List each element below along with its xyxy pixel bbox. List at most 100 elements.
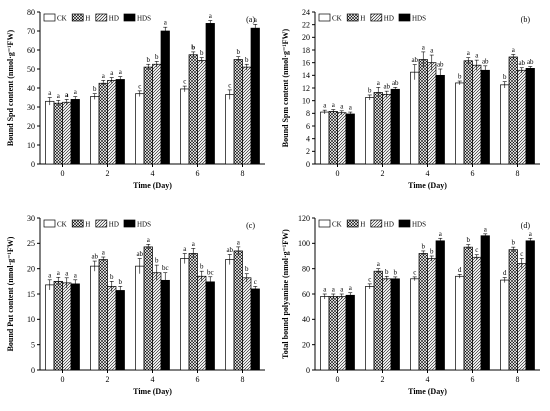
legend-label-hd: HD (384, 221, 394, 229)
bar-hd-day-0 (337, 296, 347, 371)
significance-letter: a (102, 72, 106, 80)
significance-letter: a (237, 238, 241, 246)
significance-letter: bc (207, 268, 214, 276)
significance-letter: a (74, 271, 78, 279)
x-tick-label: 0 (336, 169, 340, 178)
significance-letter: a (430, 47, 434, 55)
y-tick-label: 8 (306, 109, 310, 118)
significance-letter: a (323, 102, 327, 110)
significance-letter: b (119, 278, 123, 286)
y-tick-label: 50 (27, 65, 35, 74)
significance-letter: c (254, 278, 257, 286)
significance-letter: b (237, 48, 241, 56)
bar-h-day-6 (188, 253, 198, 371)
x-tick-label: 2 (106, 375, 110, 384)
x-axis-label: Time (Day) (133, 387, 172, 396)
x-tick-label: 2 (381, 169, 385, 178)
bar-ck-day-8 (500, 84, 510, 165)
x-tick-label: 6 (196, 169, 200, 178)
legend-label-hds: HDS (137, 15, 151, 23)
legend-swatch-h (71, 219, 84, 228)
significance-letter: a (57, 269, 61, 277)
y-tick-label: 20 (27, 122, 35, 131)
x-tick-label: 0 (61, 169, 65, 178)
significance-letter: b (200, 49, 204, 57)
significance-letter: a (209, 12, 213, 20)
y-tick-label: 120 (298, 214, 310, 223)
x-tick-label: 6 (196, 375, 200, 384)
y-tick-label: 20 (302, 33, 310, 42)
bar-h-day-0 (53, 102, 63, 165)
bar-h-day-8 (508, 56, 518, 165)
bar-h-day-2 (373, 92, 383, 165)
legend-label-hds: HDS (412, 15, 426, 23)
x-tick-label: 4 (151, 169, 155, 178)
legend-swatch-hd (95, 219, 108, 228)
bar-ck-day-6 (455, 275, 465, 371)
bar-hds-day-6 (205, 281, 215, 371)
x-tick-label: 0 (61, 375, 65, 384)
significance-letter: b (191, 43, 195, 51)
bar-hds-day-4 (160, 279, 170, 371)
bar-ck-day-4 (410, 278, 420, 371)
significance-letter: a (48, 89, 52, 97)
significance-letter: c (183, 78, 186, 86)
bar-hd-day-2 (107, 80, 117, 165)
bar-hds-day-8 (250, 288, 260, 371)
significance-letter: ab (383, 83, 390, 91)
significance-letter: ab (518, 59, 525, 67)
significance-letter: d (503, 269, 507, 277)
significance-letter: a (65, 269, 69, 277)
significance-letter: a (422, 43, 426, 51)
bar-hd-day-8 (517, 263, 527, 371)
significance-letter: b (458, 73, 462, 81)
bar-hd-day-2 (382, 278, 392, 371)
legend: CK H HD HDS (43, 13, 151, 23)
legend-label-hd: HD (109, 221, 119, 229)
bar-ck-day-6 (180, 88, 190, 165)
bar-ck-day-8 (225, 259, 235, 371)
legend-label-hd: HD (109, 15, 119, 23)
significance-letter: b (245, 56, 249, 64)
legend-swatch-hds (398, 13, 411, 22)
significance-letter: c (138, 82, 141, 90)
bar-hd-day-8 (242, 66, 252, 165)
y-tick-label: 80 (302, 264, 310, 273)
significance-letter: b (245, 265, 249, 273)
legend-swatch-h (346, 219, 359, 228)
significance-letter: b (110, 273, 114, 281)
bar-h-day-6 (463, 246, 473, 371)
significance-letter: a (349, 284, 353, 292)
bar-ck-day-2 (90, 96, 100, 165)
legend-label-h: H (85, 15, 90, 23)
x-tick-label: 2 (381, 375, 385, 384)
y-tick-label: 6 (306, 122, 310, 131)
legend-label-ck: CK (332, 15, 342, 23)
bar-hd-day-2 (382, 93, 392, 165)
significance-letter: a (48, 271, 52, 279)
bar-ck-day-2 (90, 265, 100, 371)
legend-swatch-ck (318, 219, 331, 228)
significance-letter: a (439, 230, 443, 238)
y-tick-label: 40 (27, 84, 35, 93)
bar-h-day-0 (53, 280, 63, 371)
panel-label: (b) (521, 15, 531, 24)
y-axis-label: Total bound polyamine (nmol·g⁻¹FW) (281, 229, 290, 359)
bar-hd-day-6 (472, 64, 482, 165)
x-axis-label: Time (Day) (408, 181, 447, 190)
legend-label-hds: HDS (137, 221, 151, 229)
significance-letter: a (119, 68, 123, 76)
significance-letter: a (340, 102, 344, 110)
bar-hd-day-8 (242, 277, 252, 371)
significance-letter: b (467, 236, 471, 244)
x-tick-label: 8 (241, 169, 245, 178)
legend-label-hds: HDS (412, 221, 426, 229)
significance-letter: a (74, 88, 78, 96)
y-tick-label: 30 (27, 103, 35, 112)
significance-letter: ab (482, 57, 489, 65)
